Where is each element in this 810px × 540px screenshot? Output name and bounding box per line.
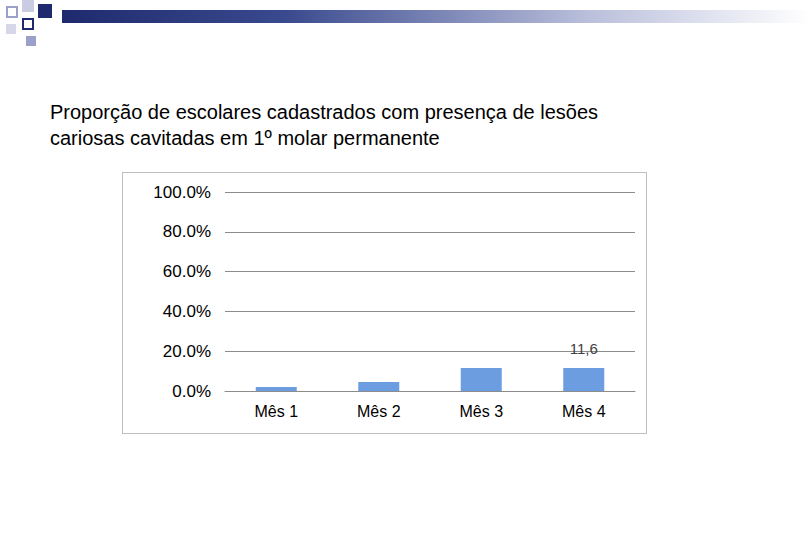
svg-text:Mês 2: Mês 2 [357, 403, 401, 420]
svg-text:80.0%: 80.0% [163, 222, 211, 241]
svg-text:cariosas cavitadas em 1º molar: cariosas cavitadas em 1º molar permanent… [50, 127, 440, 149]
svg-text:100.0%: 100.0% [153, 183, 211, 202]
svg-text:0.0%: 0.0% [172, 382, 211, 401]
svg-text:Mês 4: Mês 4 [562, 403, 606, 420]
svg-text:Mês 1: Mês 1 [254, 403, 298, 420]
svg-text:60.0%: 60.0% [163, 262, 211, 281]
svg-text:Proporção de escolares cadastr: Proporção de escolares cadastrados com p… [50, 101, 604, 123]
svg-text:11,6: 11,6 [570, 340, 598, 357]
svg-text:Mês 3: Mês 3 [459, 403, 503, 420]
svg-text:40.0%: 40.0% [163, 302, 211, 321]
svg-text:20.0%: 20.0% [163, 342, 211, 361]
